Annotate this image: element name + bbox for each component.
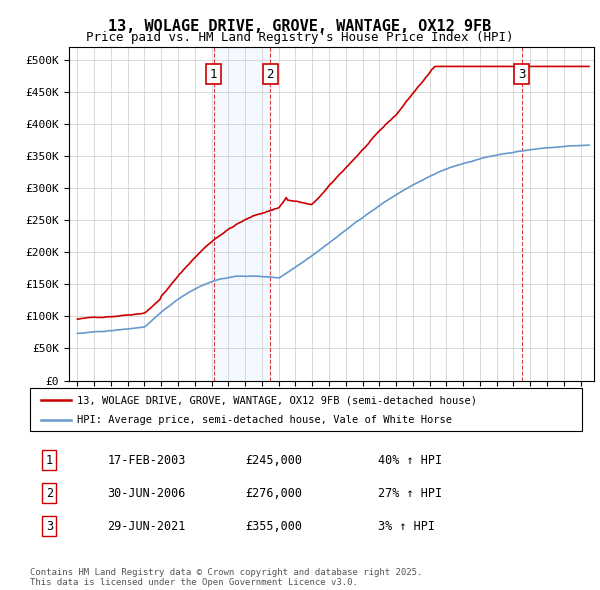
Text: £276,000: £276,000 (245, 487, 302, 500)
Text: 17-FEB-2003: 17-FEB-2003 (107, 454, 185, 467)
Text: 2: 2 (46, 487, 53, 500)
Text: 30-JUN-2006: 30-JUN-2006 (107, 487, 185, 500)
Text: 13, WOLAGE DRIVE, GROVE, WANTAGE, OX12 9FB (semi-detached house): 13, WOLAGE DRIVE, GROVE, WANTAGE, OX12 9… (77, 395, 477, 405)
Text: 3% ↑ HPI: 3% ↑ HPI (378, 520, 435, 533)
Text: Price paid vs. HM Land Registry's House Price Index (HPI): Price paid vs. HM Land Registry's House … (86, 31, 514, 44)
Text: 3: 3 (518, 68, 526, 81)
Text: Contains HM Land Registry data © Crown copyright and database right 2025.
This d: Contains HM Land Registry data © Crown c… (30, 568, 422, 587)
Bar (214, 47, 270, 381)
Text: 3: 3 (46, 520, 53, 533)
Text: HPI: Average price, semi-detached house, Vale of White Horse: HPI: Average price, semi-detached house,… (77, 415, 452, 425)
Text: 2: 2 (266, 68, 274, 81)
Text: 13, WOLAGE DRIVE, GROVE, WANTAGE, OX12 9FB: 13, WOLAGE DRIVE, GROVE, WANTAGE, OX12 9… (109, 19, 491, 34)
Text: 40% ↑ HPI: 40% ↑ HPI (378, 454, 442, 467)
Text: £245,000: £245,000 (245, 454, 302, 467)
Text: £355,000: £355,000 (245, 520, 302, 533)
Text: 27% ↑ HPI: 27% ↑ HPI (378, 487, 442, 500)
Text: 1: 1 (46, 454, 53, 467)
Text: 29-JUN-2021: 29-JUN-2021 (107, 520, 185, 533)
Text: 1: 1 (210, 68, 217, 81)
FancyBboxPatch shape (30, 388, 582, 431)
